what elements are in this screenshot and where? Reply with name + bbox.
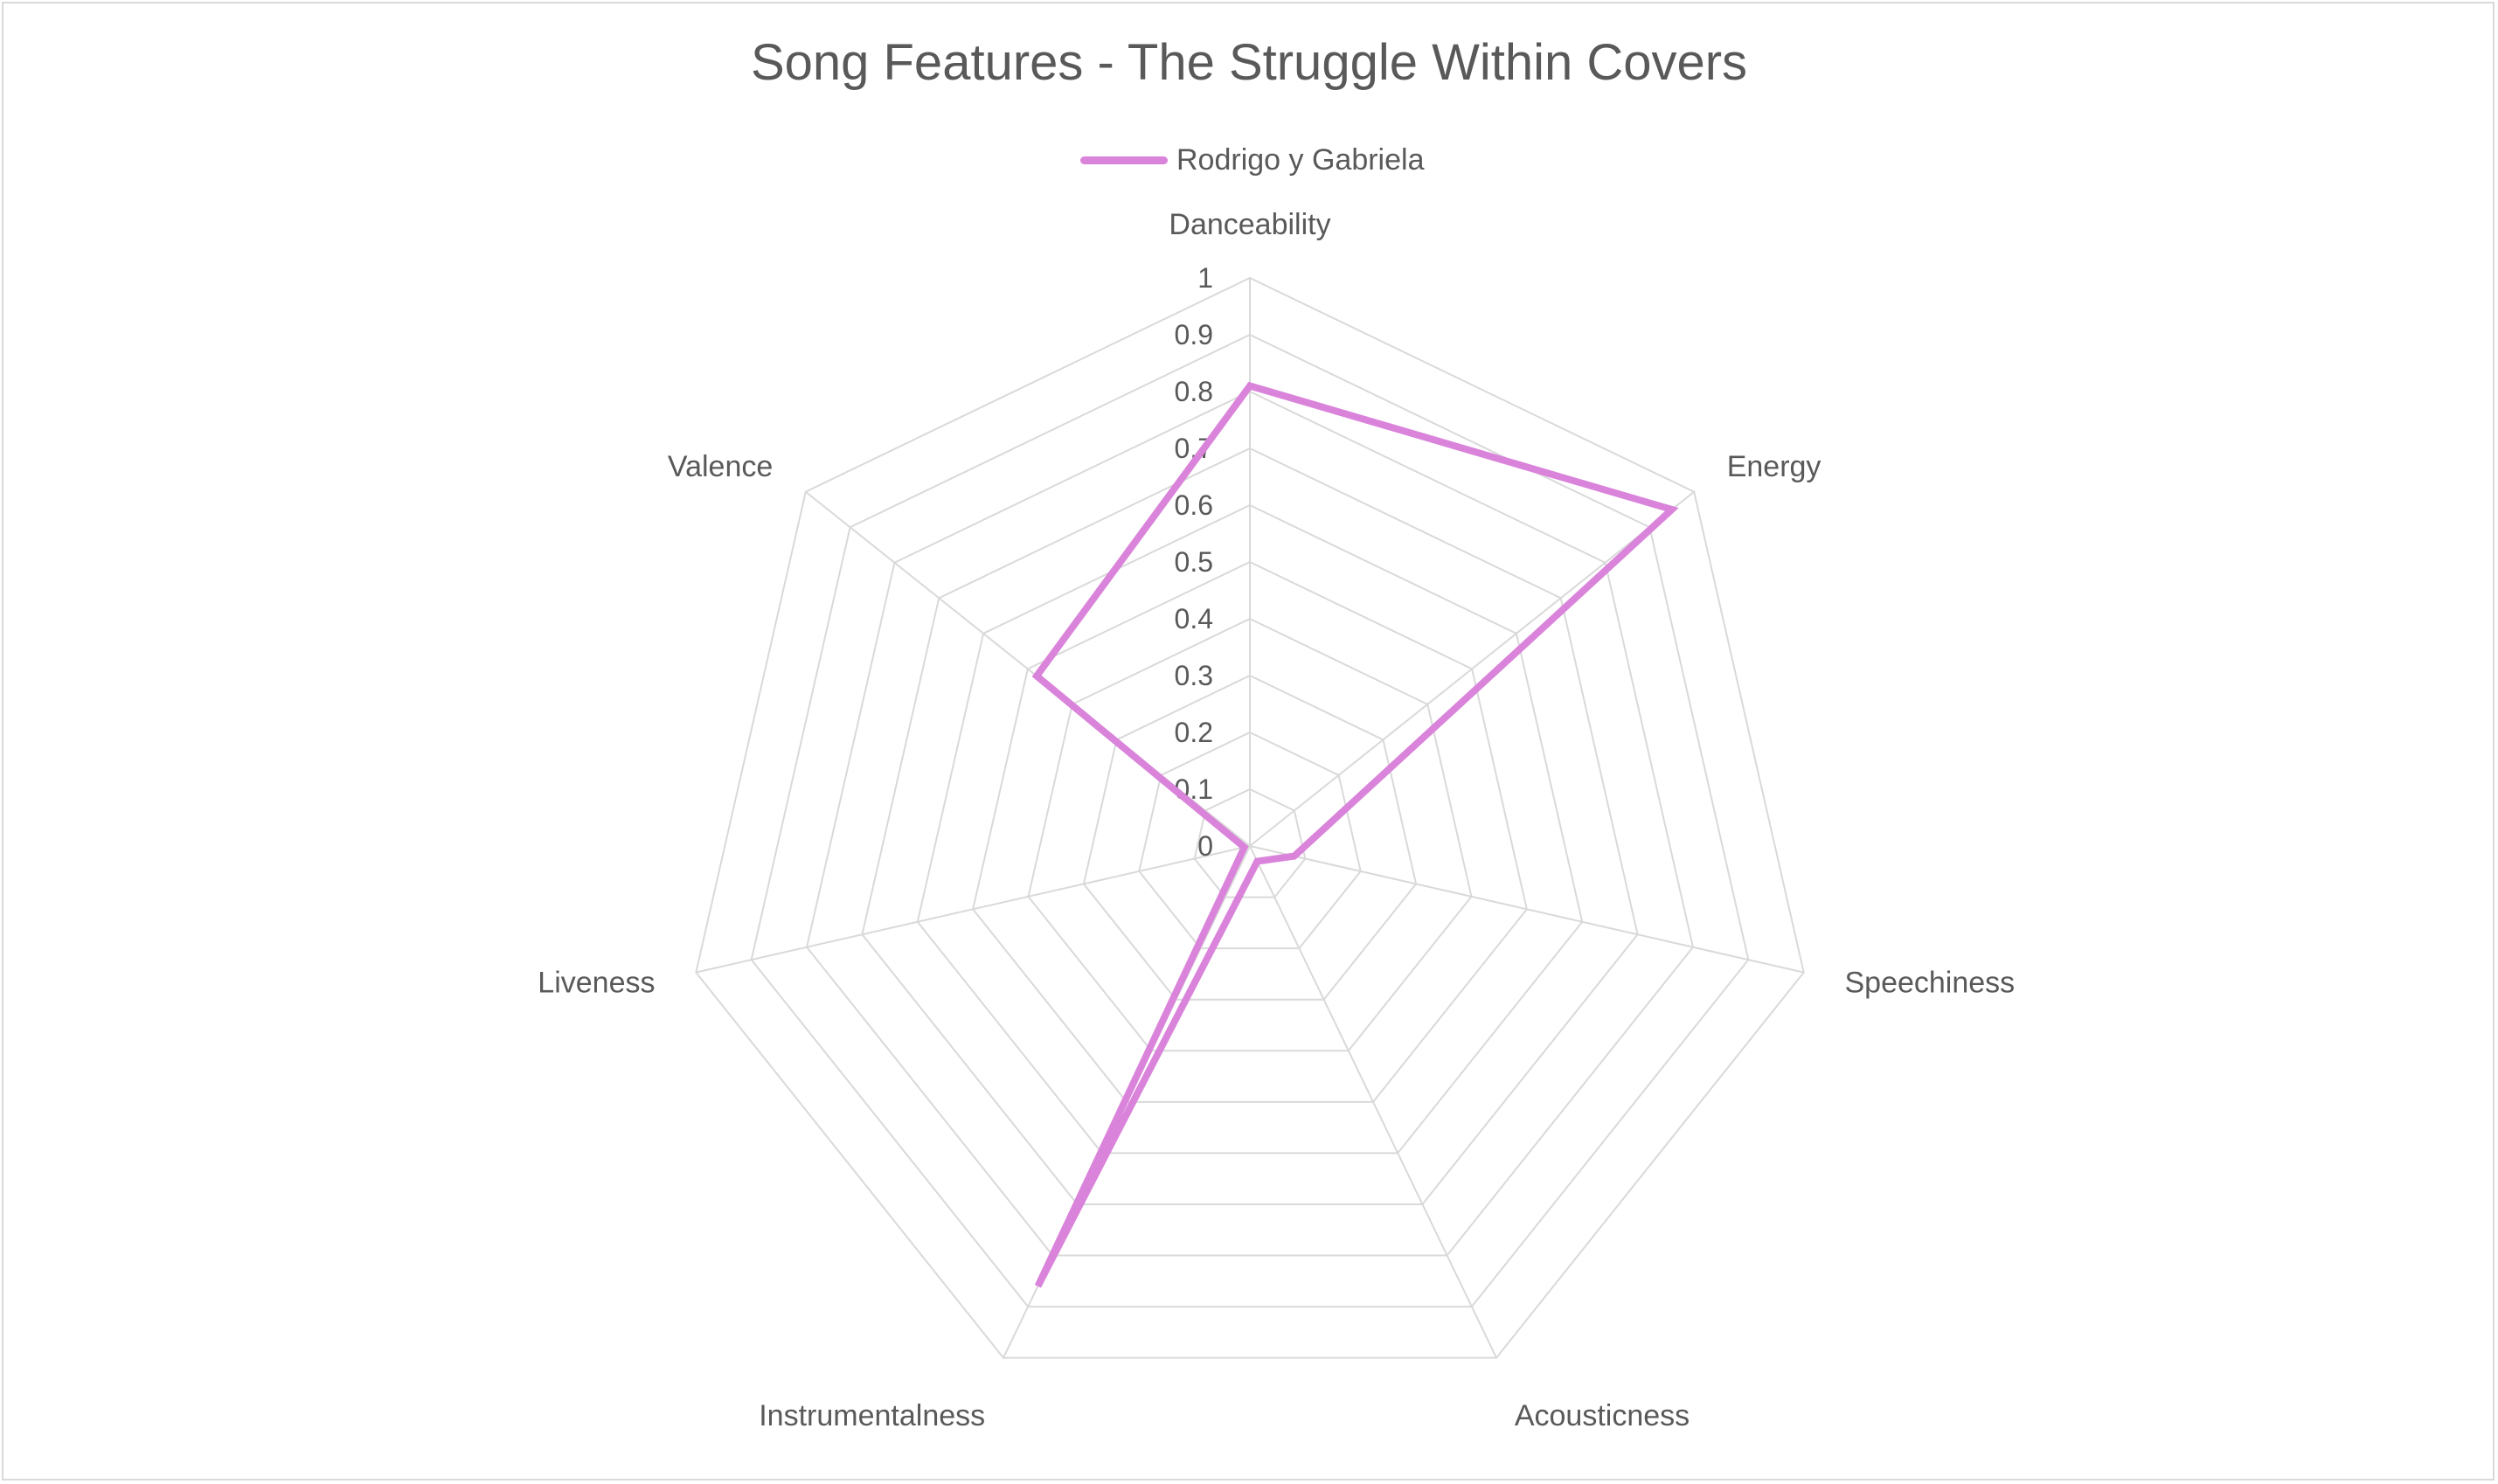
grid-ring-2	[1138, 731, 1362, 950]
spoke-1	[1249, 490, 1695, 847]
axis-label-valence: Valence	[668, 450, 773, 483]
series-layer	[1031, 381, 1679, 1288]
grid-ring-1	[1193, 787, 1307, 898]
axis-label-speechiness: Speechiness	[1844, 966, 2015, 999]
axis-labels: Danceability Energy Speechiness Acousticnes…	[538, 208, 2015, 1432]
grid-ring-5	[972, 560, 1528, 1103]
tick-label: 0.5	[1175, 546, 1213, 578]
axis-label-energy: Energy	[1727, 450, 1821, 483]
grid-ring-8	[805, 390, 1695, 1257]
axis-label-danceability: Danceability	[1169, 208, 1330, 241]
grid-ring-6	[916, 503, 1584, 1155]
tick-labels: 00.10.20.30.40.50.60.70.80.91	[1175, 262, 1213, 862]
radar-spokes	[696, 278, 1804, 1359]
tick-label: 0	[1197, 830, 1213, 862]
grid-ring-3	[1082, 674, 1418, 1001]
tick-label: 0.1	[1175, 773, 1213, 805]
tick-label: 0.4	[1175, 603, 1213, 635]
axis-label-liveness: Liveness	[538, 966, 655, 999]
series-line-0	[1031, 381, 1679, 1288]
axis-label-instrumentalness: Instrumentalness	[759, 1399, 985, 1432]
tick-label: 0.8	[1175, 376, 1213, 407]
tick-label: 1	[1197, 262, 1213, 294]
spoke-2	[1249, 845, 1804, 974]
legend: Rodrigo y Gabriela	[1080, 138, 1424, 182]
legend-swatch	[1080, 156, 1168, 164]
grid-ring-4	[1027, 617, 1473, 1052]
radar-grid	[695, 276, 1805, 1359]
grid-ring-9	[750, 333, 1750, 1308]
tick-label: 0.2	[1175, 717, 1213, 748]
grid-ring-7	[861, 447, 1639, 1205]
tick-label: 0.9	[1175, 319, 1213, 350]
tick-label: 0.6	[1175, 489, 1213, 521]
grid-ring-10	[695, 276, 1805, 1359]
tick-label: 0.3	[1175, 660, 1213, 691]
spoke-3	[1249, 845, 1497, 1359]
legend-label: Rodrigo y Gabriela	[1176, 142, 1425, 177]
spoke-5	[696, 845, 1251, 974]
axis-label-acousticness: Acousticness	[1515, 1399, 1690, 1432]
chart-title: Song Features - The Struggle Within Cove…	[750, 34, 1748, 91]
